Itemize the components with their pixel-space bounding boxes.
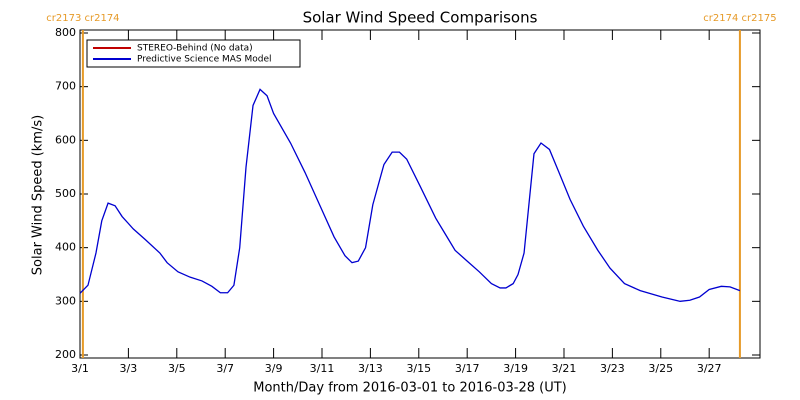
y-tick-label: 700 [55,80,76,93]
y-axis-label: Solar Wind Speed (km/s) [31,115,46,275]
x-tick-label: 3/5 [168,362,186,375]
x-tick-label: 3/3 [120,362,138,375]
x-tick-label: 3/21 [552,362,577,375]
y-tick-label: 600 [55,133,76,146]
annotation-label: cr2173 cr2174 [46,13,119,24]
y-tick-label: 200 [55,348,76,361]
y-tick-label: 300 [55,294,76,307]
x-tick-label: 3/15 [406,362,431,375]
x-tick-label: 3/23 [600,362,625,375]
x-tick-label: 3/19 [503,362,528,375]
legend-box [86,39,301,68]
x-tick-label: 3/25 [648,362,673,375]
legend-label: Predictive Science MAS Model [137,55,272,65]
x-axis-label: Month/Day from 2016-03-01 to 2016-03-28 … [253,381,566,396]
y-tick-label: 400 [55,241,76,254]
x-tick-label: 3/11 [310,362,335,375]
x-tick-label: 3/9 [265,362,283,375]
series-line [79,88,741,302]
chart-title: Solar Wind Speed Comparisons [303,9,538,27]
x-tick-label: 3/13 [358,362,383,375]
legend-label: STEREO-Behind (No data) [137,44,253,54]
annotation-label: cr2174 cr2175 [703,13,776,24]
x-tick-label: 3/27 [697,362,722,375]
y-tick-label: 800 [55,26,76,39]
x-tick-label: 3/17 [455,362,480,375]
x-tick-label: 3/7 [216,362,234,375]
x-tick-label: 3/1 [71,362,89,375]
y-tick-label: 500 [55,187,76,200]
